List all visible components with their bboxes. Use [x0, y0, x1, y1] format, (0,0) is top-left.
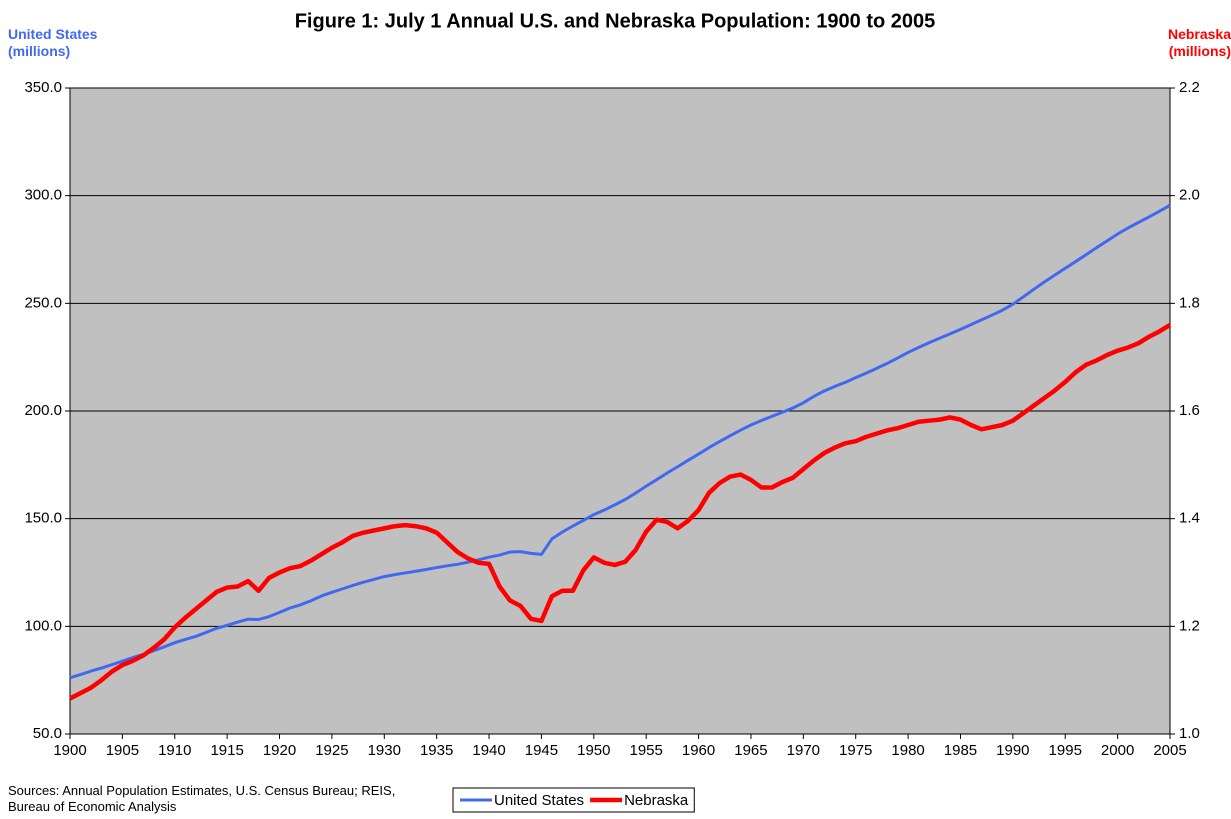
- x-tick-label: 1940: [472, 742, 505, 759]
- x-tick-label: 1955: [630, 742, 663, 759]
- y-tick-label: 200.0: [24, 402, 62, 419]
- x-tick-label: 1965: [734, 742, 767, 759]
- y2-tick-label: 2.2: [1179, 79, 1200, 96]
- y2-axis-label: Nebraska (millions): [1167, 26, 1231, 59]
- x-tick-label: 1985: [944, 742, 977, 759]
- x-tick-label: 1900: [53, 742, 86, 759]
- y-tick-label: 250.0: [24, 294, 62, 311]
- x-tick-label: 1920: [263, 742, 296, 759]
- x-tick-label: 1980: [891, 742, 924, 759]
- legend-box: [452, 787, 695, 813]
- x-tick-label: 1935: [420, 742, 453, 759]
- x-tick-label: 1995: [1049, 742, 1082, 759]
- series-line: [69, 204, 1171, 680]
- x-tick-label: 1975: [839, 742, 872, 759]
- x-tick-label: 2000: [1101, 742, 1134, 759]
- legend-label: United States: [494, 792, 584, 809]
- chart-title: Figure 1: July 1 Annual U.S. and Nebrask…: [295, 10, 936, 32]
- y2-tick-label: 1.2: [1179, 617, 1200, 634]
- plot-frame: [69, 87, 1171, 735]
- series-line: [68, 322, 1172, 701]
- y2-tick-label: 1.4: [1179, 510, 1200, 527]
- x-tick-label: 2005: [1153, 742, 1186, 759]
- y-tick-label: 350.0: [24, 79, 62, 96]
- y2-tick-label: 1.6: [1179, 402, 1200, 419]
- y-tick-label: 100.0: [24, 617, 62, 634]
- legend-label: Nebraska: [624, 792, 689, 809]
- x-tick-label: 1945: [525, 742, 558, 759]
- x-tick-label: 1915: [210, 742, 243, 759]
- y-tick-label: 150.0: [24, 510, 62, 527]
- x-tick-label: 1990: [996, 742, 1029, 759]
- x-tick-label: 1930: [368, 742, 401, 759]
- x-tick-label: 1910: [158, 742, 191, 759]
- y-tick-label: 50.0: [33, 725, 62, 742]
- source-note: Sources: Annual Population Estimates, U.…: [8, 783, 396, 814]
- x-tick-label: 1960: [682, 742, 715, 759]
- legend: United States Nebraska: [452, 787, 695, 813]
- y-tick-label: 300.0: [24, 187, 62, 204]
- y-axis-label: United States (millions): [8, 26, 98, 59]
- x-tick-label: 1925: [315, 742, 348, 759]
- y2-tick-label: 1.8: [1179, 294, 1200, 311]
- x-tick-label: 1905: [106, 742, 139, 759]
- x-tick-label: 1970: [787, 742, 820, 759]
- y2-tick-label: 1.0: [1179, 725, 1200, 742]
- x-tick-label: 1950: [577, 742, 610, 759]
- y2-tick-label: 2.0: [1179, 187, 1200, 204]
